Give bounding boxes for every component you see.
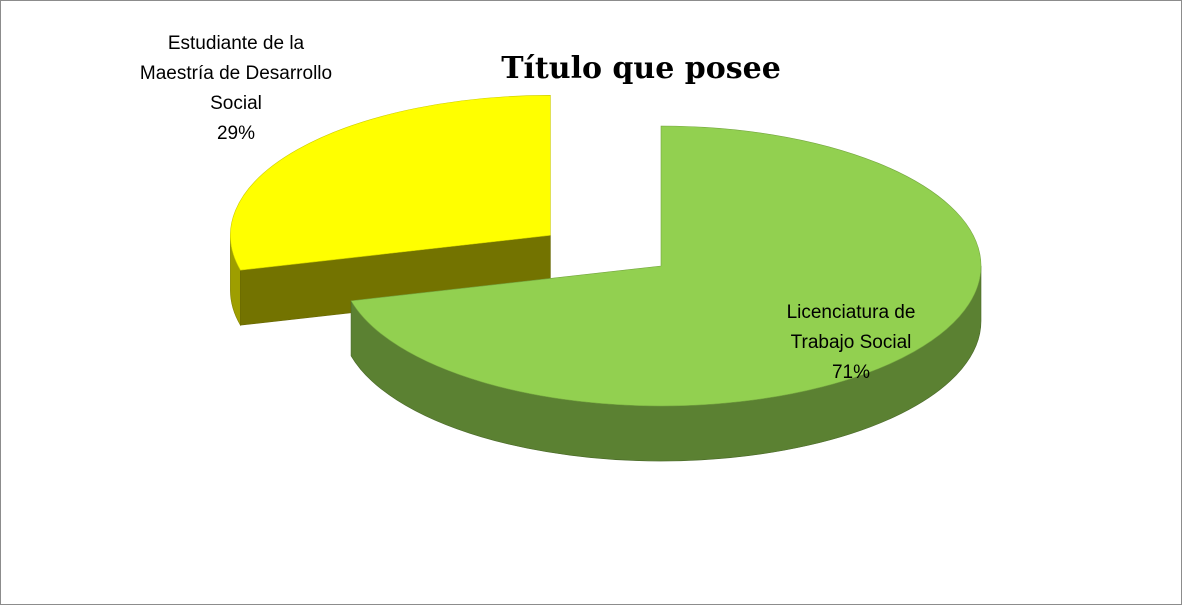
category-label: Estudiante de la Maestría de Desarrollo … (139, 33, 333, 114)
value-label: 29% (216, 123, 256, 144)
chart-title: Título que posee (501, 51, 781, 86)
slice-label: Licenciatura de Trabajo Social 71% (761, 298, 941, 388)
category-label: Licenciatura de Trabajo Social (786, 302, 916, 353)
pie-slice (230, 95, 551, 271)
value-label: 71% (831, 362, 871, 383)
pie-slice (350, 125, 982, 407)
slice-label: Estudiante de la Maestría de Desarrollo … (131, 29, 341, 149)
